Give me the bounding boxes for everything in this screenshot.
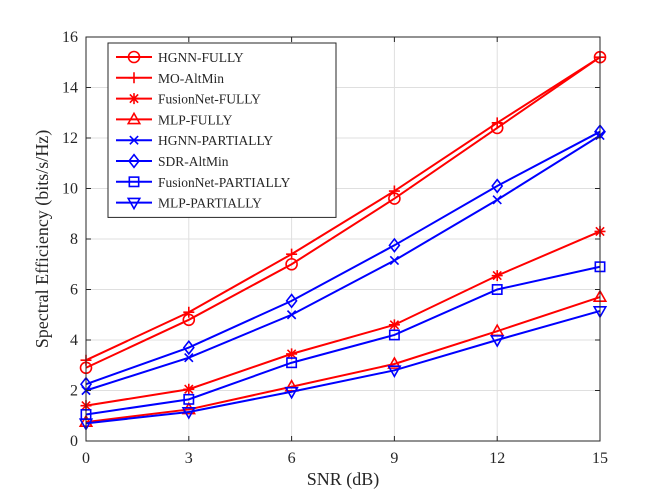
data-point	[286, 348, 298, 360]
data-point	[388, 329, 400, 341]
data-point	[286, 248, 298, 260]
legend-item: MO-AltMin	[116, 71, 224, 86]
data-point	[387, 356, 402, 369]
data-point	[128, 153, 140, 169]
tick-layer: 0 3 6 9 12 15 0 2 4 6 8 10 12 14 16	[62, 29, 608, 467]
data-point	[182, 339, 195, 356]
data-point	[388, 319, 400, 331]
y-tick-label: 12	[62, 130, 78, 147]
series-line	[85, 56, 601, 369]
data-point	[286, 310, 297, 320]
data-point	[128, 176, 140, 188]
legend: HGNN-FULLY MO-AltMin FusionNet-FULLY MLP-FU…	[107, 42, 337, 218]
y-tick-label: 4	[70, 332, 78, 349]
y-tick-label: 8	[70, 231, 78, 248]
x-tick-label: 9	[390, 450, 398, 467]
legend-item: MLP-PARTIALLY	[116, 196, 262, 211]
series-line	[85, 310, 601, 425]
data-point	[184, 352, 194, 363]
x-tick-label: 3	[185, 450, 193, 467]
data-point	[389, 255, 400, 266]
data-point	[388, 237, 401, 253]
legend-item: FusionNet-FULLY	[116, 92, 261, 107]
legend-label: HGNN-PARTIALLY	[158, 133, 273, 148]
series-line	[85, 230, 601, 407]
series-hgnn-partially	[81, 130, 605, 396]
data-point	[128, 72, 140, 84]
data-point	[284, 386, 299, 400]
legend-item: SDR-AltMin	[116, 153, 229, 169]
y-tick-label: 16	[62, 29, 78, 46]
data-point	[126, 111, 142, 125]
x-tick-label: 15	[592, 450, 608, 467]
series-mo-altmin	[80, 51, 606, 366]
data-point	[286, 357, 298, 369]
legend-box	[107, 42, 337, 218]
series-line	[85, 56, 601, 362]
series-sdr-altmin	[80, 124, 606, 392]
x-tick-label: 6	[288, 450, 296, 467]
data-point	[129, 135, 139, 145]
legend-label: FusionNet-FULLY	[158, 92, 261, 107]
y-tick-label: 0	[70, 433, 78, 450]
series-line	[85, 134, 601, 392]
x-axis-label: SNR (dB)	[307, 469, 380, 490]
data-point	[491, 284, 503, 295]
legend-item: HGNN-PARTIALLY	[116, 133, 273, 148]
legend-label: HGNN-FULLY	[158, 50, 244, 65]
data-point	[491, 270, 503, 282]
data-point	[491, 117, 503, 129]
data-point	[183, 393, 195, 405]
legend-item: HGNN-FULLY	[116, 50, 244, 65]
series-line	[85, 296, 601, 424]
y-tick-label: 10	[62, 181, 78, 198]
series-mlp-partially	[78, 306, 608, 431]
series-layer	[78, 50, 608, 431]
data-point	[183, 306, 195, 318]
data-point	[128, 93, 140, 105]
data-point	[127, 50, 141, 64]
data-point	[183, 383, 195, 395]
data-point	[492, 195, 502, 205]
legend-label: MLP-FULLY	[158, 112, 233, 127]
legend-item: MLP-FULLY	[116, 111, 233, 127]
data-point	[181, 407, 196, 420]
series-line	[85, 130, 601, 386]
legend-label: MLP-PARTIALLY	[158, 196, 262, 211]
data-point	[285, 293, 298, 309]
legend-item: FusionNet-PARTIALLY	[116, 175, 291, 190]
y-tick-label: 14	[62, 80, 78, 97]
data-point	[490, 335, 505, 348]
y-axis-label: Spectral Efficiency (bits/s/Hz)	[32, 130, 53, 349]
series-fusionnet-partially	[80, 261, 606, 420]
legend-label: MO-AltMin	[158, 71, 224, 86]
series-line	[85, 265, 601, 416]
data-point	[388, 185, 400, 197]
data-point	[491, 178, 504, 194]
x-tick-label: 12	[489, 450, 505, 467]
x-tick-label: 0	[82, 450, 90, 467]
legend-label: FusionNet-PARTIALLY	[158, 175, 291, 190]
y-tick-label: 6	[70, 282, 78, 299]
data-point	[126, 197, 142, 211]
legend-label: SDR-AltMin	[158, 154, 229, 169]
y-tick-label: 2	[70, 383, 78, 400]
data-point	[387, 365, 402, 378]
